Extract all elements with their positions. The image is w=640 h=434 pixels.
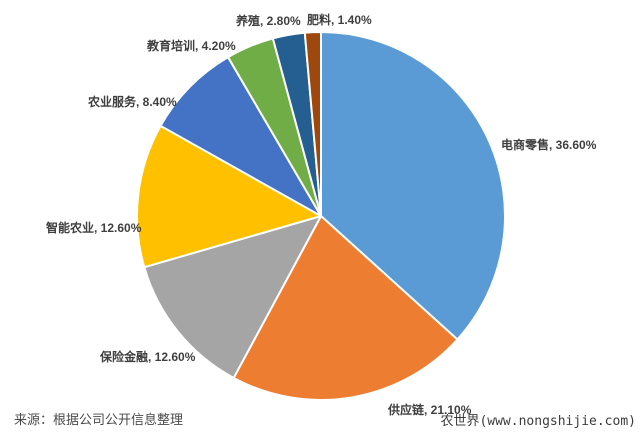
pie-slice-0	[320, 31, 506, 341]
pie-slice-2	[143, 215, 322, 379]
pie-slice-7	[303, 31, 322, 217]
slice-label-ecommerce-retail: 电商零售, 36.60%	[501, 138, 597, 152]
slice-label-breeding: 养殖, 2.80%	[236, 14, 301, 28]
slice-label-agriculture-services: 农业服务, 8.40%	[88, 95, 177, 109]
slice-label-insurance-finance: 保险金融, 12.60%	[100, 350, 196, 364]
pie-slice-3	[136, 124, 322, 269]
watermark: 农世界(www.nongshijie.com)	[440, 414, 636, 429]
source-note: 来源：根据公司公开信息整理	[14, 412, 184, 427]
slice-label-supply-chain: 供应链, 21.10%	[388, 403, 472, 417]
slice-label-smart-agriculture: 智能农业, 12.60%	[46, 221, 142, 235]
pie-slice-4	[159, 56, 322, 217]
pie-slice-1	[232, 215, 459, 401]
slice-label-fertilizer: 肥料, 1.40%	[307, 13, 372, 27]
slice-label-education-training: 教育培训, 4.20%	[147, 39, 236, 53]
